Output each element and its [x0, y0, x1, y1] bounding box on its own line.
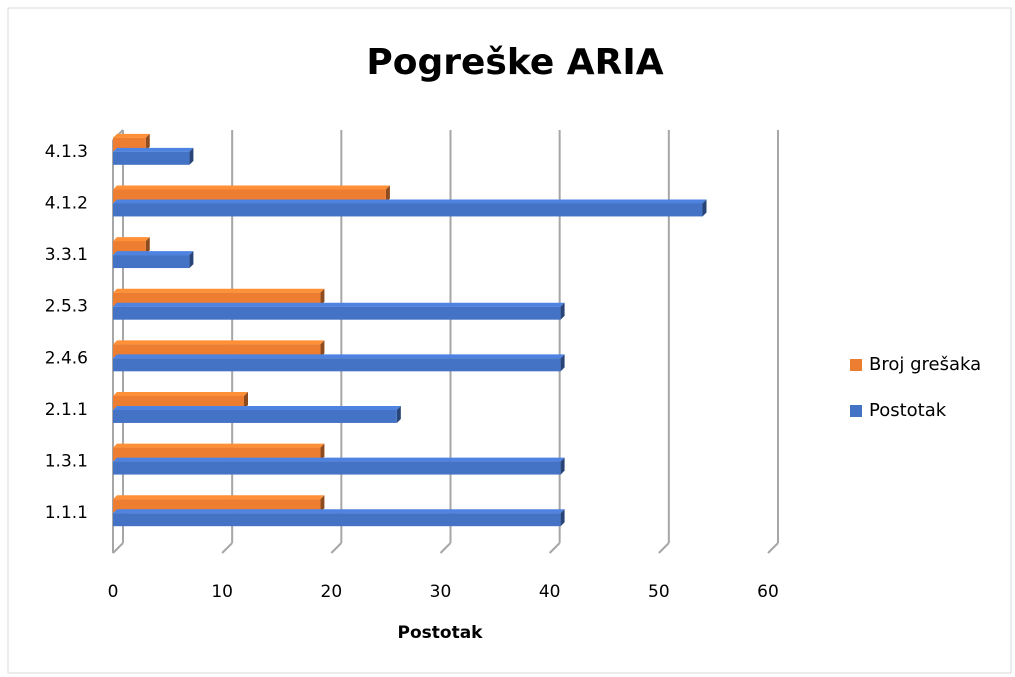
y-tick-label: 1.1.1 [45, 503, 88, 523]
bar-side [385, 185, 390, 203]
y-tick-label: 2.4.6 [45, 348, 88, 368]
bar [113, 499, 321, 513]
bar [113, 306, 561, 320]
bar-side [320, 443, 325, 461]
bar-side [320, 340, 325, 358]
chart-title: Pogreške ARIA [366, 42, 663, 83]
bar [113, 461, 561, 475]
bar-top [113, 391, 248, 396]
bar-top [113, 302, 565, 307]
bar-top [113, 509, 565, 514]
x-tick-label: 60 [757, 582, 779, 602]
bar-top [113, 237, 150, 242]
y-tick-label: 3.3.1 [45, 245, 88, 265]
bar-top [113, 199, 707, 204]
bar-side [396, 405, 401, 423]
grid-floor [658, 542, 670, 554]
x-tick-label: 20 [321, 582, 343, 602]
bar-side [320, 495, 325, 513]
bar [113, 513, 561, 527]
bar-top [113, 340, 325, 345]
bar-top [113, 457, 565, 462]
legend-swatch [850, 359, 862, 371]
bar-side [189, 147, 194, 165]
grid-floor [112, 542, 124, 554]
bar [113, 137, 146, 151]
bar-top [113, 443, 325, 448]
y-tick-label: 2.5.3 [45, 297, 88, 317]
y-tick-label: 1.3.1 [45, 452, 88, 472]
bar-side [244, 391, 248, 409]
bar [113, 395, 244, 409]
bar-side [189, 251, 194, 269]
bar-side [145, 237, 150, 255]
grid-floor [221, 542, 233, 554]
grid-floor [767, 542, 779, 554]
bar-top [113, 147, 194, 152]
x-tick-label: 40 [539, 582, 561, 602]
x-tick-label: 50 [648, 582, 670, 602]
bar-top [113, 133, 150, 138]
bar-side [145, 133, 150, 151]
bar-side [560, 354, 565, 372]
y-tick-label: 4.1.2 [45, 193, 88, 213]
bar [113, 447, 321, 461]
x-tick-label: 10 [211, 582, 233, 602]
legend-swatch [850, 405, 862, 417]
bar-side [320, 288, 325, 306]
bar [113, 344, 321, 358]
bar-top [113, 185, 390, 190]
grid-floor [548, 542, 561, 554]
y-tick-label: 2.1.1 [45, 400, 88, 420]
y-tick-label: 4.1.3 [45, 142, 88, 162]
bar-side [560, 509, 565, 527]
bar [113, 358, 561, 372]
bar-side [560, 457, 565, 475]
legend-label: Broj grešaka [869, 354, 981, 375]
x-tick-label: 0 [108, 582, 119, 602]
bar [113, 189, 386, 203]
bar [113, 241, 146, 255]
grid-floor [439, 542, 452, 554]
x-axis-title: Postotak [398, 623, 484, 643]
bar [113, 255, 190, 269]
x-tick-label: 30 [430, 582, 452, 602]
legend-label: Postotak [869, 400, 947, 421]
bar-side [702, 199, 707, 217]
bar-top [113, 495, 325, 500]
bar-top [113, 354, 565, 359]
bar-top [113, 288, 325, 293]
bar-top [113, 251, 194, 256]
grid-floor [330, 542, 343, 554]
bar [113, 409, 397, 423]
bar [113, 151, 190, 165]
bar [113, 292, 321, 306]
bar-side [560, 302, 565, 320]
bar [113, 203, 703, 217]
bar-top [113, 405, 401, 410]
